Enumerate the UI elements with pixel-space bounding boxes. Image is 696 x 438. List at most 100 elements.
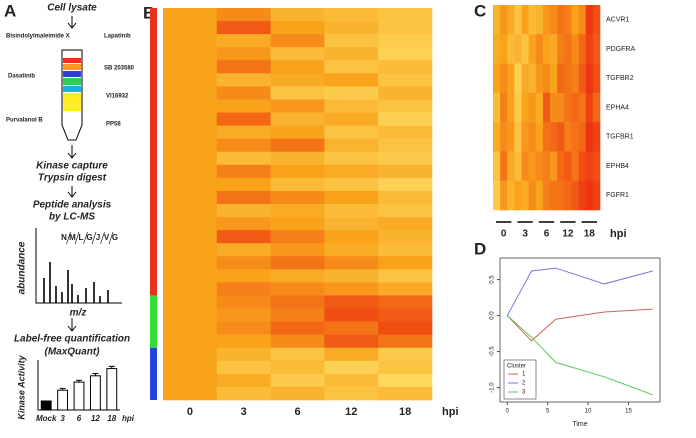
heatmap-cell — [514, 5, 522, 35]
heatmap-cell — [216, 21, 271, 35]
spectrum-ylabel: abundance — [17, 241, 28, 294]
heatmap-cell — [163, 243, 218, 257]
y-tick-label: 0.0 — [490, 311, 496, 320]
column-band — [63, 64, 81, 70]
heatmap-cell — [216, 34, 271, 48]
peptide-letter: J — [96, 233, 100, 242]
heatmap-cell — [324, 151, 379, 166]
heatmap-cell — [557, 92, 565, 123]
heatmap-cell — [163, 99, 218, 113]
heatmap-cell — [270, 269, 325, 283]
panel-label: C — [474, 1, 486, 20]
heatmap-cell — [216, 230, 271, 244]
heatmap-cell — [550, 34, 558, 64]
heatmap-cell — [514, 151, 522, 182]
heatmap-cell — [493, 122, 501, 152]
heatmap-cell — [270, 60, 325, 74]
heatmap-cell — [542, 122, 551, 152]
heatmap-cell — [163, 60, 218, 74]
heatmap-cell — [163, 151, 218, 166]
heatmap-cell — [324, 282, 379, 296]
heatmap-cell — [585, 180, 594, 211]
series-line — [506, 267, 653, 316]
row-label: ACVR1 — [606, 16, 629, 23]
x-tick-label: 0 — [501, 229, 507, 240]
heatmap-cell — [163, 308, 218, 322]
heatmap-cell — [378, 47, 433, 61]
heatmap-cell — [528, 151, 537, 182]
heatmap-cell — [578, 34, 587, 64]
heatmap-cell — [557, 63, 565, 94]
bar — [40, 400, 52, 411]
heatmap-cell — [216, 73, 271, 87]
heatmap-cell — [564, 151, 572, 182]
y-tick-label: -1.0 — [490, 382, 496, 393]
heatmap-cell — [557, 5, 565, 35]
heatmap-cell — [571, 92, 579, 123]
heatmap-cell — [578, 180, 587, 211]
workflow-step: Peptide analysis — [33, 200, 112, 211]
heatmap-cell — [270, 86, 325, 100]
heatmap-cell — [324, 386, 379, 401]
heatmap-cell — [378, 190, 433, 205]
heatmap-cell — [324, 177, 379, 192]
heatmap-cell — [270, 217, 325, 231]
heatmap-cell — [500, 92, 508, 123]
workflow-step: Kinase capture — [36, 161, 108, 172]
heatmap-cell — [378, 21, 433, 35]
heatmap-cell — [578, 122, 587, 152]
heatmap-cell — [378, 86, 433, 100]
heatmap-cell — [216, 86, 271, 100]
heatmap-cell — [571, 34, 579, 64]
heatmap-cell — [378, 282, 433, 296]
heatmap-cell — [592, 180, 601, 211]
heatmap-cell — [270, 386, 325, 401]
heatmap-cell — [507, 63, 515, 94]
heatmap-cell — [507, 151, 515, 182]
heatmap-cell — [542, 63, 551, 94]
inhibitor: PP58 — [106, 122, 121, 128]
heatmap-cell — [163, 177, 218, 192]
x-tick-label: 0 — [187, 406, 193, 418]
heatmap-cell — [493, 34, 501, 64]
x-tick-label: 12 — [91, 414, 100, 423]
inhibitor: Bisindolylmaleimide X — [6, 34, 70, 40]
heatmap-cell — [564, 5, 572, 35]
heatmap-cell — [216, 125, 271, 139]
x-tick-label: 3 — [522, 229, 528, 240]
heatmap-cell — [514, 122, 522, 152]
arrow — [67, 318, 77, 332]
cluster-bar — [150, 295, 157, 348]
heatmap-cell — [163, 73, 218, 87]
heatmap-cell — [535, 92, 544, 123]
row-label: EPHA4 — [606, 104, 629, 111]
heatmap-cell — [571, 151, 579, 182]
heatmap-cell — [493, 63, 501, 94]
workflow-step: Cell lysate — [47, 3, 97, 14]
heatmap-cell — [528, 34, 537, 64]
peptide-slash — [66, 231, 71, 245]
heatmap-cell — [270, 73, 325, 87]
heatmap-cell — [324, 34, 379, 48]
heatmap-cell — [592, 122, 601, 152]
heatmap-cell — [216, 217, 271, 231]
heatmap-cell — [542, 34, 551, 64]
heatmap-cell — [592, 151, 601, 182]
heatmap-cell — [324, 321, 379, 335]
heatmap-cell — [163, 282, 218, 296]
heatmap-cell — [535, 180, 544, 211]
heatmap-cell — [270, 151, 325, 166]
heatmap-cell — [557, 180, 565, 211]
peptide-letter: M — [69, 233, 76, 242]
heatmap-cell — [216, 138, 271, 153]
heatmap-cell — [542, 180, 551, 211]
heatmap-cell — [535, 122, 544, 152]
row-label: TGFBR1 — [606, 134, 634, 141]
peptide-slash — [100, 231, 105, 245]
x-tick-label: 10 — [585, 409, 592, 415]
x-tick-label: 12 — [345, 406, 357, 418]
inhibitor: VI16932 — [106, 94, 129, 100]
heatmap-cell — [592, 63, 601, 94]
x-tick-label: 6 — [544, 229, 550, 240]
heatmap-cell — [550, 92, 558, 123]
